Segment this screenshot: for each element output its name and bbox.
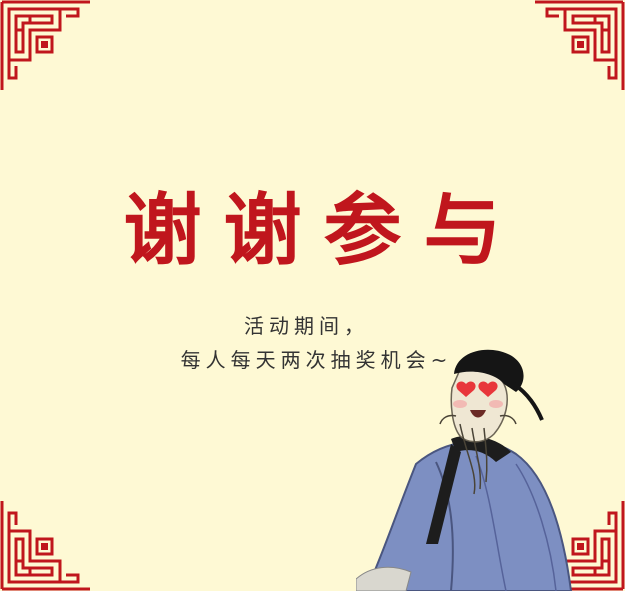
corner-lattice-icon — [0, 499, 92, 591]
corner-lattice-icon — [533, 0, 625, 92]
scholar-illustration — [356, 344, 576, 591]
message-line-2: 每人每天两次抽奖机会~ — [180, 348, 453, 372]
corner-lattice-icon — [0, 0, 92, 92]
message-line-1: 活动期间， — [244, 314, 369, 338]
page-title: 谢谢参与 — [123, 185, 524, 276]
